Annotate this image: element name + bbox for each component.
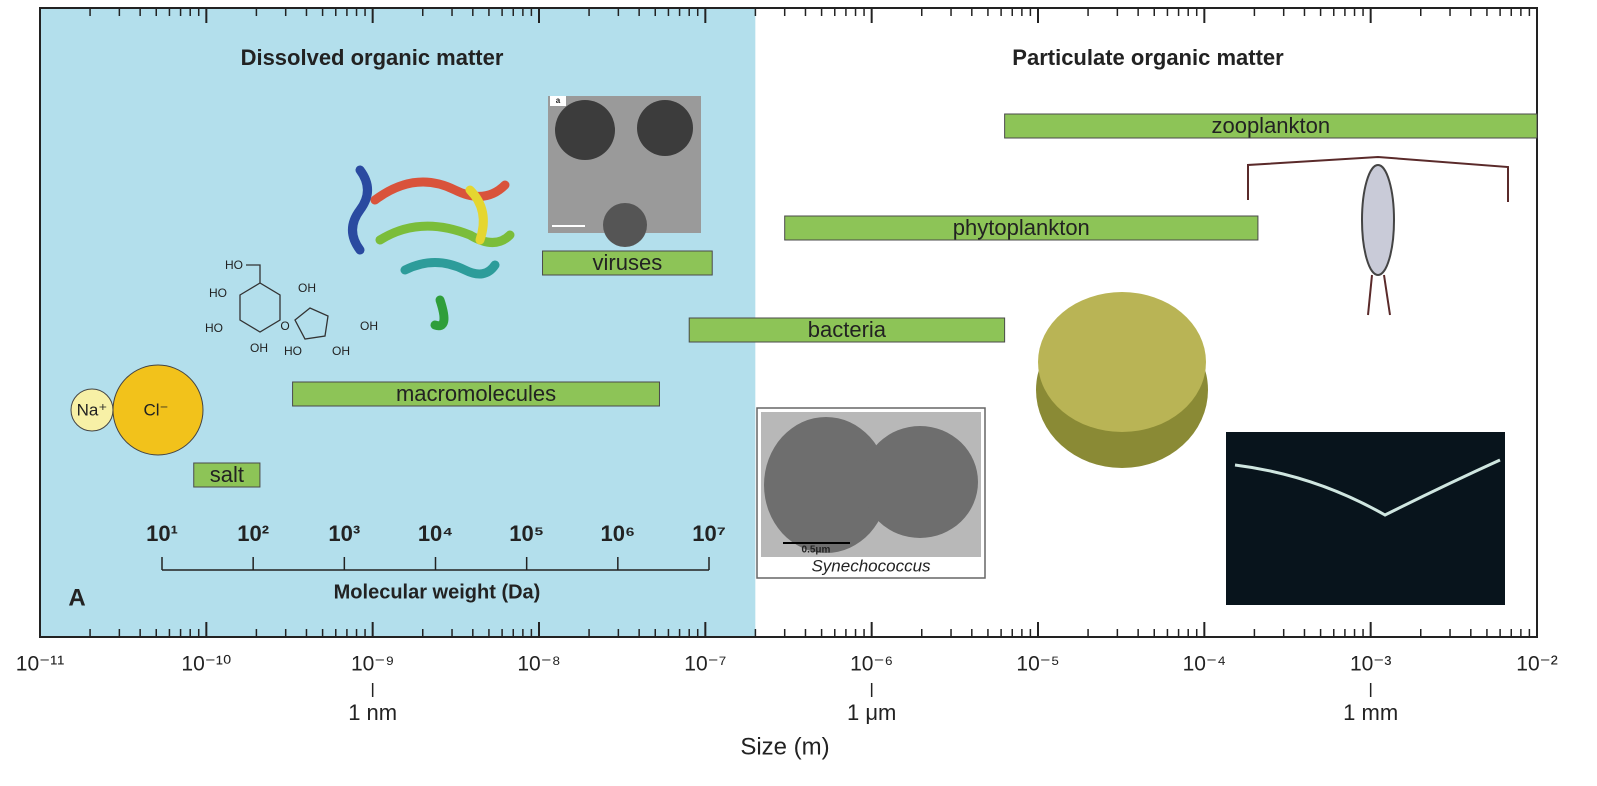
- virus-head: [603, 203, 647, 247]
- mw-tick-label: 10⁵: [509, 521, 544, 546]
- x-tick-label: 10⁻⁶: [850, 653, 893, 676]
- x-tick-label: 10⁻³: [1350, 653, 1391, 676]
- x-tick-label: 10⁻¹⁰: [181, 653, 231, 676]
- scale-label: 0.5μm: [802, 545, 831, 556]
- unit-label: 1 μm: [847, 700, 896, 725]
- unit-label: 1 nm: [348, 700, 397, 725]
- virus-head: [637, 100, 693, 156]
- molecule-label: HO: [209, 286, 227, 300]
- molecule-label: O: [280, 319, 289, 333]
- region-title: Particulate organic matter: [1012, 45, 1284, 70]
- mw-tick-label: 10⁷: [692, 521, 726, 546]
- molecule-label: OH: [298, 281, 316, 295]
- mw-axis-title: Molecular weight (Da): [334, 581, 541, 603]
- mw-tick-label: 10⁴: [418, 521, 453, 546]
- unit-label: 1 mm: [1343, 700, 1398, 725]
- range-label: phytoplankton: [953, 215, 1090, 240]
- molecule-label: OH: [250, 341, 268, 355]
- bacterium-cell: [862, 426, 978, 538]
- ion-label: Cl⁻: [143, 400, 168, 419]
- range-label: viruses: [593, 250, 663, 275]
- x-tick-label: 10⁻¹¹: [16, 653, 64, 676]
- mw-tick-label: 10¹: [146, 521, 178, 546]
- molecule-label: HO: [205, 321, 223, 335]
- range-label: zooplankton: [1211, 113, 1330, 138]
- molecule-label: HO: [225, 258, 243, 272]
- range-label: bacteria: [808, 317, 887, 342]
- x-tick-label: 10⁻⁹: [351, 653, 394, 676]
- x-tick-label: 10⁻⁴: [1183, 653, 1226, 676]
- marine-snow-photo: [1226, 432, 1505, 605]
- bacterium-caption: Synechococcus: [811, 556, 931, 575]
- molecule-label: OH: [360, 319, 378, 333]
- mw-tick-label: 10²: [237, 521, 269, 546]
- molecule-label: HO: [284, 344, 302, 358]
- panel-label: A: [68, 584, 85, 611]
- x-tick-label: 10⁻⁵: [1016, 653, 1059, 676]
- x-tick-label: 10⁻²: [1516, 653, 1557, 676]
- range-label: macromolecules: [396, 381, 556, 406]
- ion-label: Na⁺: [77, 400, 108, 419]
- mw-tick-label: 10⁶: [601, 521, 636, 546]
- x-tick-label: 10⁻⁷: [684, 653, 726, 676]
- diatom-valve: [1038, 292, 1206, 432]
- region-title: Dissolved organic matter: [241, 45, 504, 70]
- virus-head: [555, 100, 615, 160]
- mw-tick-label: 10³: [328, 521, 360, 546]
- page: a HOOHHOHOOOHOHHOOH Na⁺ Cl⁻ 0.5μm Syn: [0, 0, 1597, 786]
- range-label: salt: [210, 462, 244, 487]
- x-tick-label: 10⁻⁸: [517, 653, 560, 676]
- x-axis-title: Size (m): [740, 733, 829, 760]
- chart: a HOOHHOHOOOHOHHOOH Na⁺ Cl⁻ 0.5μm Syn: [0, 0, 1597, 781]
- virus-label: a: [556, 96, 561, 105]
- molecule-label: OH: [332, 344, 350, 358]
